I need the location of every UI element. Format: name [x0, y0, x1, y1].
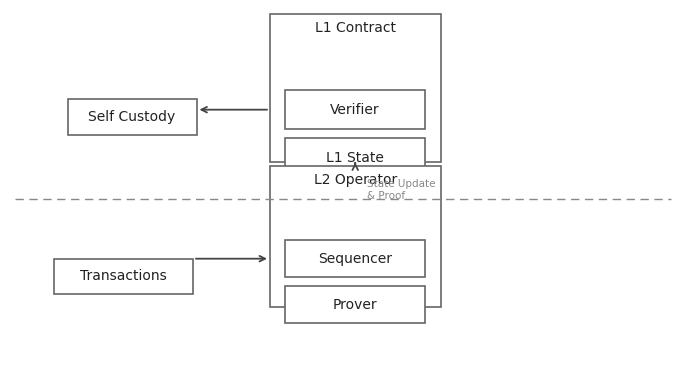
Bar	[54, 259, 193, 294]
Text: State Update
& Proof: State Update & Proof	[368, 179, 436, 201]
Bar	[270, 14, 440, 162]
Text: Verifier: Verifier	[330, 103, 379, 117]
Bar	[285, 90, 425, 129]
Text: Transactions: Transactions	[80, 269, 167, 283]
Text: L2 Operator: L2 Operator	[314, 173, 397, 187]
Bar	[270, 166, 440, 307]
Bar	[285, 138, 425, 177]
Text: L1 Contract: L1 Contract	[315, 21, 395, 35]
Bar	[68, 100, 197, 135]
Text: Sequencer: Sequencer	[318, 252, 392, 266]
Bar	[285, 286, 425, 323]
Text: Prover: Prover	[332, 298, 377, 312]
Bar	[285, 240, 425, 277]
Text: Self Custody: Self Custody	[88, 110, 176, 124]
Text: L1 State: L1 State	[326, 151, 384, 165]
